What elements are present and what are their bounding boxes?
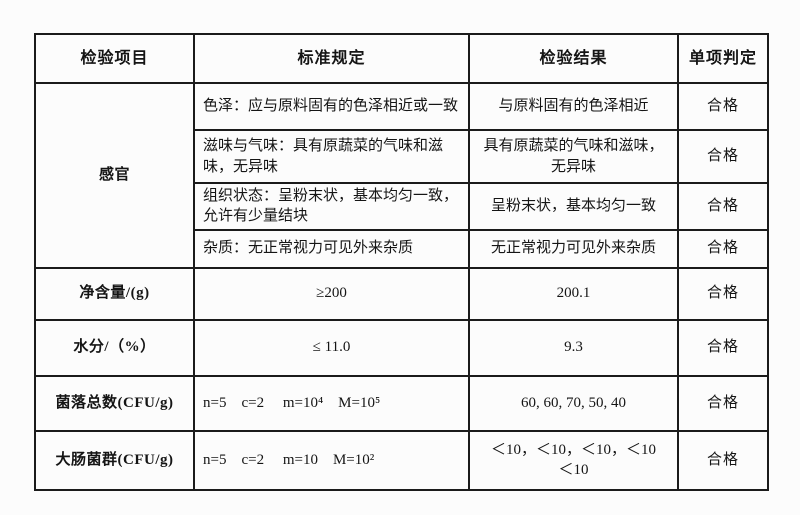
col-header-result: 检验结果 (468, 33, 679, 84)
row-label-net-content: 净含量/(g) (34, 266, 195, 321)
verdict-cell-moisture: 合格 (677, 318, 769, 377)
result-cell-color: 与原料固有的色泽相近 (468, 82, 679, 131)
standard-cell-color: 色泽：应与原料固有的色泽相近或一致 (193, 82, 470, 131)
col-header-standard: 标准规定 (193, 33, 470, 84)
standard-cell-taste: 滋味与气味：具有原蔬菜的气味和滋味，无异味 (193, 129, 470, 184)
result-cell-colony-count: 60, 60, 70, 50, 40 (468, 374, 679, 432)
row-label-coliform: 大肠菌群(CFU/g) (34, 429, 195, 491)
col-header-verdict: 单项判定 (677, 33, 769, 84)
verdict-cell-coliform: 合格 (677, 429, 769, 491)
result-cell-impurity: 无正常视力可见外来杂质 (468, 228, 679, 269)
table-row-sensory-taste: 滋味与气味：具有原蔬菜的气味和滋味，无异味 具有原蔬菜的气味和滋味， 无异味 合… (35, 129, 769, 184)
col-header-item: 检验项目 (34, 33, 195, 84)
standard-cell-net-content: ≥200 (193, 266, 470, 321)
table-row-sensory-color: 感官 色泽：应与原料固有的色泽相近或一致 与原料固有的色泽相近 合格 (34, 82, 769, 269)
result-cell-moisture: 9.3 (468, 318, 679, 377)
verdict-cell-impurity: 合格 (677, 228, 769, 269)
verdict-cell-colony-count: 合格 (677, 374, 769, 432)
table-row-colony-count: 菌落总数(CFU/g) n=5 c=2 m=10⁴ M=10⁵ 60, 60, … (34, 374, 769, 432)
result-cell-taste: 具有原蔬菜的气味和滋味， 无异味 (468, 129, 679, 184)
table-row-net-content: 净含量/(g) ≥200 200.1 合格 (34, 266, 769, 321)
row-label-sensory: 感官 (34, 82, 195, 269)
result-cell-texture: 呈粉末状，基本均匀一致 (468, 182, 679, 231)
table-row-sensory-texture: 组织状态：呈粉末状，基本均匀一致，允许有少量结块 呈粉末状，基本均匀一致 合格 (35, 182, 769, 231)
verdict-cell-texture: 合格 (677, 182, 769, 231)
standard-cell-impurity: 杂质：无正常视力可见外来杂质 (193, 228, 470, 269)
verdict-cell-taste: 合格 (677, 129, 769, 184)
standard-cell-moisture: ≤ 11.0 (193, 318, 470, 377)
verdict-cell-color: 合格 (677, 82, 769, 131)
standard-cell-colony-count: n=5 c=2 m=10⁴ M=10⁵ (193, 374, 470, 432)
row-label-colony-count: 菌落总数(CFU/g) (34, 374, 195, 432)
inspection-table: 检验项目 标准规定 检验结果 单项判定 感官 色泽：应与原料固有的色泽相近或一致… (34, 33, 769, 491)
row-label-moisture: 水分/（%） (34, 318, 195, 377)
table-row-coliform: 大肠菌群(CFU/g) n=5 c=2 m=10 M=10² ＜10，＜10，＜… (34, 429, 769, 491)
table-row-moisture: 水分/（%） ≤ 11.0 9.3 合格 (34, 318, 769, 377)
header-row: 检验项目 标准规定 检验结果 单项判定 (34, 33, 769, 84)
table-row-sensory-impurity: 杂质：无正常视力可见外来杂质 无正常视力可见外来杂质 合格 (35, 228, 769, 269)
standard-cell-texture: 组织状态：呈粉末状，基本均匀一致，允许有少量结块 (193, 182, 470, 231)
standard-cell-coliform: n=5 c=2 m=10 M=10² (193, 429, 470, 491)
result-cell-net-content: 200.1 (468, 266, 679, 321)
verdict-cell-net-content: 合格 (677, 266, 769, 321)
result-cell-coliform: ＜10，＜10，＜10，＜10 ＜10 (468, 429, 679, 491)
